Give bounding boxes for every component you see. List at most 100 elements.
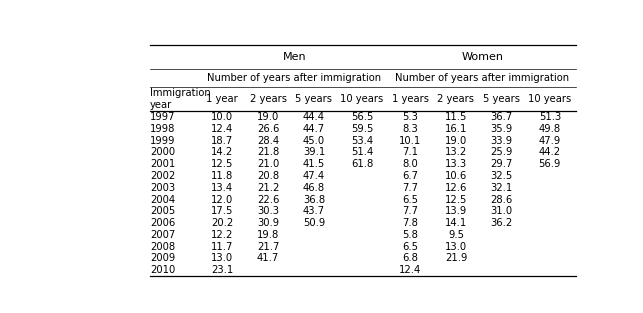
Text: 47.4: 47.4	[303, 171, 325, 181]
Text: Immigration
year: Immigration year	[150, 88, 211, 110]
Text: 45.0: 45.0	[303, 136, 325, 146]
Text: 9.5: 9.5	[448, 230, 464, 240]
Text: 21.9: 21.9	[445, 254, 467, 264]
Text: 21.7: 21.7	[257, 242, 279, 252]
Text: 14.2: 14.2	[211, 147, 233, 157]
Text: 53.4: 53.4	[351, 136, 373, 146]
Text: 56.5: 56.5	[351, 112, 373, 122]
Text: 21.0: 21.0	[257, 159, 279, 169]
Text: 13.2: 13.2	[445, 147, 467, 157]
Text: 19.8: 19.8	[257, 230, 279, 240]
Text: 19.0: 19.0	[257, 112, 279, 122]
Text: 6.8: 6.8	[402, 254, 418, 264]
Text: 2008: 2008	[150, 242, 176, 252]
Text: 20.8: 20.8	[257, 171, 279, 181]
Text: 21.2: 21.2	[257, 183, 279, 193]
Text: 21.8: 21.8	[257, 147, 279, 157]
Text: 2009: 2009	[150, 254, 176, 264]
Text: 41.5: 41.5	[303, 159, 325, 169]
Text: 2007: 2007	[150, 230, 176, 240]
Text: 36.2: 36.2	[491, 218, 513, 228]
Text: 2010: 2010	[150, 265, 176, 275]
Text: 43.7: 43.7	[303, 206, 325, 216]
Text: 1997: 1997	[150, 112, 176, 122]
Text: 2002: 2002	[150, 171, 176, 181]
Text: 2001: 2001	[150, 159, 176, 169]
Text: 5.8: 5.8	[402, 230, 418, 240]
Text: 46.8: 46.8	[303, 183, 325, 193]
Text: 10.1: 10.1	[399, 136, 421, 146]
Text: 11.7: 11.7	[211, 242, 233, 252]
Text: 7.8: 7.8	[402, 218, 418, 228]
Text: 14.1: 14.1	[445, 218, 467, 228]
Text: 11.5: 11.5	[445, 112, 467, 122]
Text: 36.8: 36.8	[303, 194, 325, 204]
Text: 6.5: 6.5	[402, 194, 418, 204]
Text: 6.7: 6.7	[402, 171, 418, 181]
Text: 31.0: 31.0	[491, 206, 513, 216]
Text: Number of years after immigration: Number of years after immigration	[208, 73, 381, 83]
Text: 12.0: 12.0	[211, 194, 233, 204]
Text: 25.9: 25.9	[491, 147, 513, 157]
Text: 8.3: 8.3	[403, 124, 418, 134]
Text: 47.9: 47.9	[539, 136, 561, 146]
Text: 44.7: 44.7	[303, 124, 325, 134]
Text: 10.0: 10.0	[212, 112, 233, 122]
Text: Women: Women	[461, 52, 503, 62]
Text: 12.4: 12.4	[211, 124, 233, 134]
Text: 5 years: 5 years	[484, 94, 520, 104]
Text: 44.4: 44.4	[303, 112, 325, 122]
Text: 19.0: 19.0	[445, 136, 467, 146]
Text: 13.0: 13.0	[212, 254, 233, 264]
Text: 51.3: 51.3	[539, 112, 561, 122]
Text: 12.6: 12.6	[445, 183, 467, 193]
Text: 36.7: 36.7	[491, 112, 513, 122]
Text: 1998: 1998	[150, 124, 176, 134]
Text: 7.1: 7.1	[402, 147, 418, 157]
Text: 2000: 2000	[150, 147, 176, 157]
Text: 2006: 2006	[150, 218, 176, 228]
Text: 13.9: 13.9	[445, 206, 467, 216]
Text: 32.1: 32.1	[491, 183, 513, 193]
Text: 12.2: 12.2	[211, 230, 233, 240]
Text: 29.7: 29.7	[491, 159, 513, 169]
Text: 1 years: 1 years	[392, 94, 429, 104]
Text: 50.9: 50.9	[303, 218, 325, 228]
Text: 49.8: 49.8	[539, 124, 561, 134]
Text: Number of years after immigration: Number of years after immigration	[395, 73, 569, 83]
Text: 18.7: 18.7	[211, 136, 233, 146]
Text: 41.7: 41.7	[257, 254, 279, 264]
Text: 33.9: 33.9	[491, 136, 513, 146]
Text: 10 years: 10 years	[340, 94, 384, 104]
Text: 12.5: 12.5	[211, 159, 233, 169]
Text: 2004: 2004	[150, 194, 176, 204]
Text: 44.2: 44.2	[539, 147, 561, 157]
Text: 61.8: 61.8	[351, 159, 373, 169]
Text: 51.4: 51.4	[351, 147, 373, 157]
Text: 2 years: 2 years	[249, 94, 287, 104]
Text: 23.1: 23.1	[211, 265, 233, 275]
Text: 2 years: 2 years	[437, 94, 475, 104]
Text: 2005: 2005	[150, 206, 176, 216]
Text: 26.6: 26.6	[257, 124, 279, 134]
Text: 7.7: 7.7	[402, 183, 418, 193]
Text: 39.1: 39.1	[303, 147, 325, 157]
Text: 13.0: 13.0	[445, 242, 467, 252]
Text: 5.3: 5.3	[402, 112, 418, 122]
Text: 35.9: 35.9	[491, 124, 513, 134]
Text: 59.5: 59.5	[351, 124, 373, 134]
Text: 22.6: 22.6	[257, 194, 279, 204]
Text: 1 year: 1 year	[206, 94, 238, 104]
Text: 16.1: 16.1	[445, 124, 467, 134]
Text: 10 years: 10 years	[529, 94, 572, 104]
Text: 28.4: 28.4	[257, 136, 279, 146]
Text: 12.5: 12.5	[445, 194, 467, 204]
Text: 30.3: 30.3	[257, 206, 279, 216]
Text: 8.0: 8.0	[403, 159, 418, 169]
Text: 2003: 2003	[150, 183, 176, 193]
Text: 20.2: 20.2	[211, 218, 233, 228]
Text: 1999: 1999	[150, 136, 176, 146]
Text: 17.5: 17.5	[211, 206, 233, 216]
Text: 10.6: 10.6	[445, 171, 467, 181]
Text: 13.4: 13.4	[212, 183, 233, 193]
